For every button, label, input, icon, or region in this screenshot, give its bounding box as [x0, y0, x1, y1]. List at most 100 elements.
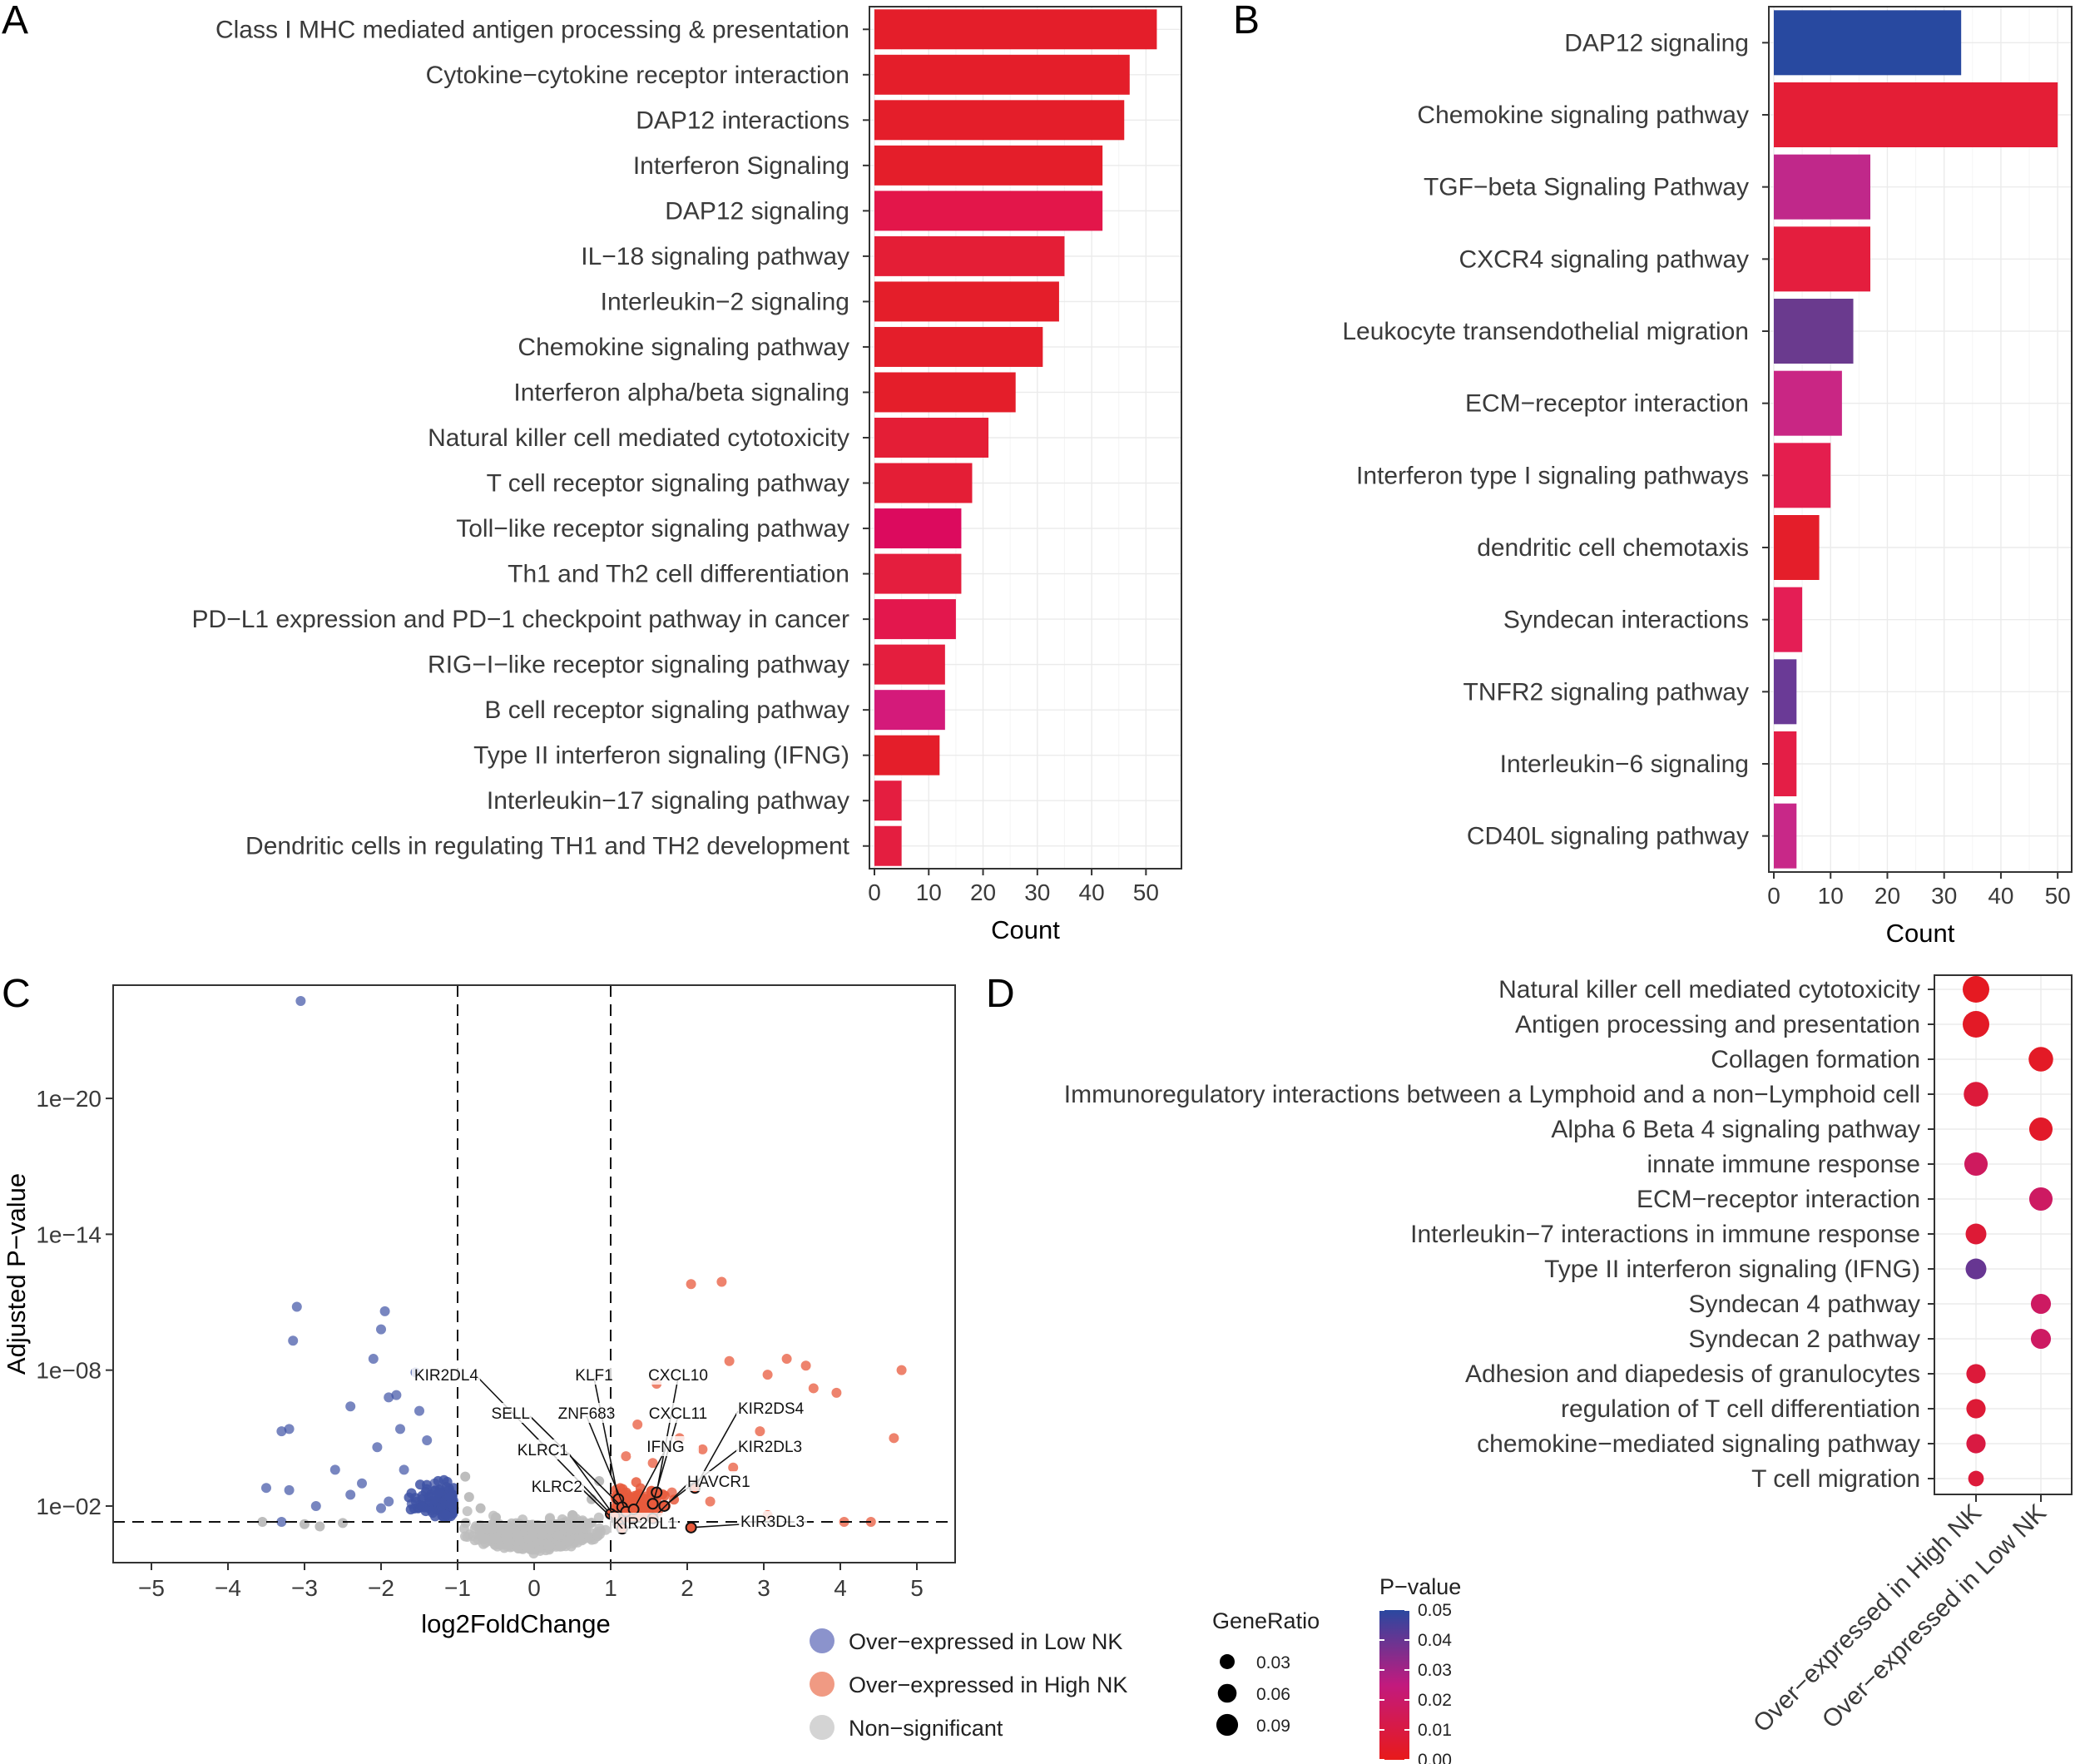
legend-label: Non−significant [849, 1716, 1003, 1741]
gene-label: CXCL11 [649, 1405, 707, 1423]
dot [2028, 1187, 2053, 1212]
category-label: Natural killer cell mediated cytotoxicit… [428, 424, 849, 452]
color-legend-title: P−value [1379, 1574, 1461, 1599]
category-label: Type II interferon signaling (IFNG) [473, 742, 849, 770]
gene-label: HAVCR1 [687, 1474, 750, 1491]
point-low-nk [276, 1426, 287, 1437]
panel-label-a: A [2, 0, 28, 42]
point-low-nk [376, 1324, 386, 1335]
color-legend-bar [1379, 1610, 1409, 1760]
x-tick-label: 10 [916, 880, 942, 905]
x-tick-label: 20 [1874, 883, 1900, 909]
x-tick-label: 10 [1818, 883, 1844, 909]
point-non-significant [491, 1512, 501, 1523]
category-label: Syndecan 4 pathway [1688, 1291, 1920, 1318]
point-low-nk [345, 1489, 356, 1500]
category-label: PD−L1 expression and PD−1 checkpoint pat… [192, 606, 849, 633]
size-legend-key [1217, 1683, 1237, 1703]
dot [2028, 1117, 2053, 1142]
gene-label-bg [739, 1511, 807, 1531]
point-high-nk [686, 1279, 696, 1290]
dot [1963, 1011, 1989, 1038]
bar [874, 191, 1103, 231]
bar [1774, 443, 1831, 508]
point-non-significant [473, 1534, 483, 1545]
bar [1774, 587, 1803, 652]
point-non-significant [555, 1541, 566, 1552]
x-tick-label: 50 [2045, 883, 2071, 909]
x-tick-label: −3 [291, 1575, 318, 1601]
point-high-nk [808, 1383, 819, 1394]
legend-key [810, 1628, 834, 1653]
point-low-nk [384, 1496, 394, 1507]
gene-label: ZNF683 [558, 1405, 616, 1423]
size-legend-label: 0.09 [1256, 1717, 1290, 1736]
bar [1774, 226, 1870, 292]
y-axis-title: Adjusted P−value [2, 1173, 31, 1375]
gene-leader-line [651, 1415, 679, 1504]
category-label: regulation of T cell differentiation [1561, 1395, 1920, 1423]
point-low-nk [433, 1487, 443, 1498]
size-legend-key [1220, 1654, 1235, 1669]
point-high-nk [724, 1355, 735, 1366]
y-tick-label: 1e−08 [36, 1358, 102, 1384]
category-label: CD40L signaling pathway [1467, 823, 1749, 850]
point-non-significant [537, 1529, 547, 1539]
bar [874, 281, 1059, 322]
gene-label-bg [610, 1513, 678, 1533]
gene-label: IFNG [646, 1439, 684, 1456]
point-non-significant [485, 1523, 496, 1534]
gene-label: KIR3DL3 [740, 1514, 805, 1531]
point-non-significant [338, 1518, 348, 1529]
category-label: Natural killer cell mediated cytotoxicit… [1498, 976, 1920, 1003]
category-label: Syndecan 2 pathway [1688, 1325, 1920, 1353]
dot [1964, 1082, 1988, 1107]
gene-label: KIR2DS4 [738, 1400, 805, 1418]
legend-key [810, 1672, 834, 1697]
gene-point [658, 1499, 671, 1512]
category-label: B cell receptor signaling pathway [484, 696, 849, 724]
bar [874, 372, 1016, 413]
bar [874, 145, 1103, 186]
dot [1968, 1470, 1984, 1487]
point-low-nk [442, 1476, 453, 1487]
x-tick-label: 2 [681, 1575, 694, 1601]
x-tick-label: 3 [757, 1575, 770, 1601]
point-high-nk [621, 1451, 631, 1462]
gene-label-bg [736, 1436, 805, 1456]
category-label: Interferon type I signaling pathways [1356, 462, 1749, 489]
bar [874, 235, 1065, 276]
gene-label-bg [463, 1403, 532, 1423]
point-high-nk [728, 1462, 739, 1473]
category-label: TNFR2 signaling pathway [1463, 678, 1750, 706]
x-tick-label: −2 [368, 1575, 394, 1601]
point-high-nk [647, 1458, 658, 1469]
y-tick-label: 1e−20 [36, 1086, 102, 1112]
bar [1774, 299, 1854, 364]
point-low-nk [284, 1484, 295, 1495]
point-low-nk [391, 1390, 402, 1400]
point-low-nk [441, 1509, 452, 1520]
category-label: innate immune response [1647, 1151, 1920, 1178]
point-non-significant [594, 1476, 605, 1487]
point-high-nk [781, 1354, 792, 1365]
category-label: Interleukin−2 signaling [601, 288, 849, 315]
point-high-nk [716, 1276, 727, 1287]
gene-leader-line [593, 1377, 619, 1499]
point-non-significant [544, 1524, 555, 1535]
category-label: RIG−I−like receptor signaling pathway [428, 652, 849, 679]
category-label: Toll−like receptor signaling pathway [456, 515, 849, 543]
dot [1966, 1399, 1986, 1419]
category-label: Leukocyte transendothelial migration [1342, 318, 1749, 345]
gene-leader-line [691, 1524, 741, 1529]
bar [1774, 370, 1842, 436]
dot [1965, 1223, 1987, 1245]
category-label: Th1 and Th2 cell differentiation [508, 561, 849, 588]
dot [2030, 1328, 2052, 1350]
category-label: ECM−receptor interaction [1465, 390, 1749, 418]
point-low-nk [399, 1464, 409, 1475]
point-non-significant [488, 1534, 499, 1544]
point-low-nk [261, 1483, 271, 1494]
point-high-nk [705, 1496, 716, 1507]
point-low-nk [288, 1335, 299, 1346]
